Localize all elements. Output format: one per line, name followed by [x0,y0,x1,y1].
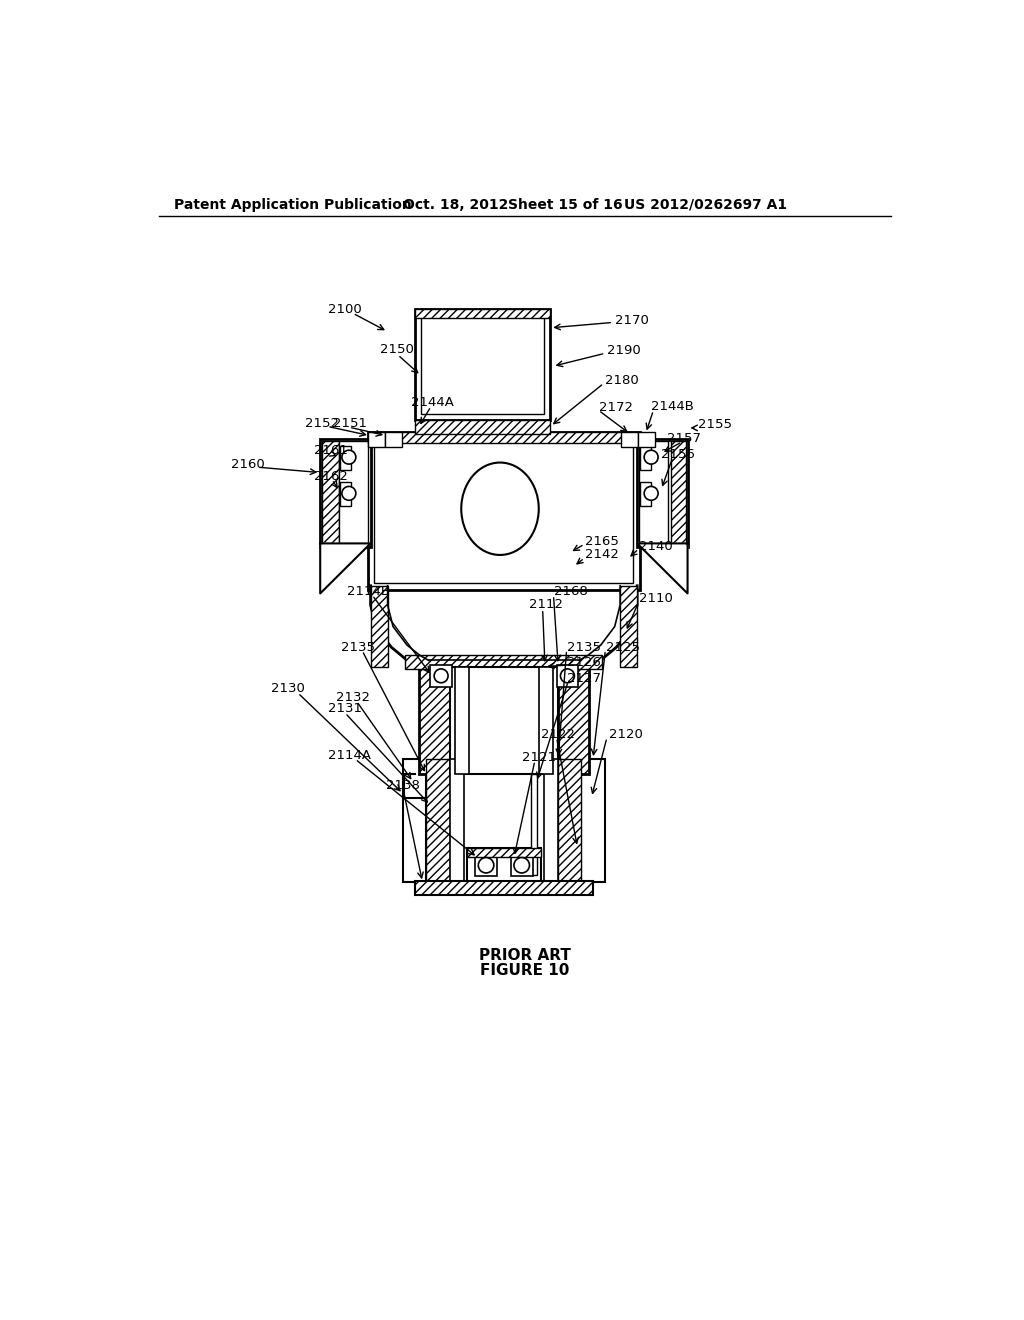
Bar [582,759,604,882]
Text: 2144A: 2144A [411,396,454,409]
Bar [403,759,426,882]
Bar [340,482,351,507]
Bar [455,667,469,775]
Bar [539,667,553,775]
Bar [406,655,602,669]
Bar [369,432,640,444]
Text: FIGURE 10: FIGURE 10 [480,964,569,978]
Text: 2151: 2151 [333,417,367,430]
Text: 2155: 2155 [697,418,731,432]
Bar [621,586,637,667]
Bar [450,759,464,882]
Ellipse shape [461,462,539,554]
Bar [322,441,339,545]
Circle shape [644,487,658,500]
Text: 2168: 2168 [554,585,588,598]
Text: 2180: 2180 [605,374,639,387]
Bar [340,446,351,470]
Bar [557,665,579,686]
Bar [375,438,633,583]
Text: 2100: 2100 [328,302,361,315]
Text: 2120: 2120 [608,727,642,741]
Text: 2114A: 2114A [328,750,371,763]
Text: 2130: 2130 [271,681,305,694]
Text: 2135: 2135 [567,640,601,653]
Text: 2152: 2152 [305,417,340,430]
Bar [639,441,669,545]
Text: 2160: 2160 [231,458,265,471]
Bar [430,665,452,686]
Bar [638,432,655,447]
Text: Patent Application Publication: Patent Application Publication [174,198,413,211]
Bar [385,432,402,447]
Bar [475,854,497,876]
Text: 2127: 2127 [567,672,601,685]
Text: Sheet 15 of 16: Sheet 15 of 16 [508,198,623,211]
Bar [467,847,541,882]
Bar [415,309,550,420]
Circle shape [434,669,449,682]
Bar [421,314,544,414]
Bar [467,847,541,857]
Bar [637,440,687,548]
Circle shape [342,450,356,465]
Text: 2112: 2112 [529,598,563,611]
Circle shape [514,858,529,873]
Circle shape [644,450,658,465]
Text: 2110: 2110 [640,593,674,606]
Text: US 2012/0262697 A1: US 2012/0262697 A1 [624,198,787,211]
Bar [369,432,385,447]
Bar [369,432,640,590]
Bar [450,667,558,775]
Polygon shape [321,544,371,594]
Bar [640,446,651,470]
Bar [415,420,550,434]
Text: 2135: 2135 [341,640,375,653]
Text: 2165: 2165 [586,536,620,548]
Text: 2125: 2125 [606,640,640,653]
Bar [621,432,638,447]
Text: 2121: 2121 [521,751,556,764]
Bar [531,775,538,874]
Bar [671,441,686,545]
Polygon shape [371,586,637,667]
Text: 2170: 2170 [614,314,648,326]
Text: 2138: 2138 [386,779,420,792]
Polygon shape [637,544,687,594]
Bar [415,309,550,318]
Text: 2142: 2142 [586,548,620,561]
Text: 2157: 2157 [668,432,701,445]
Text: 2150: 2150 [380,343,414,356]
Text: 2122: 2122 [541,727,575,741]
Text: 2162: 2162 [314,470,348,483]
Bar [371,586,388,667]
Text: 2126: 2126 [567,656,601,669]
Text: PRIOR ART: PRIOR ART [479,948,570,962]
Text: 2190: 2190 [607,343,641,356]
Bar [419,667,450,775]
Bar [426,759,450,882]
Bar [544,759,558,882]
Bar [415,880,593,895]
Text: 2140: 2140 [640,540,673,553]
Bar [558,667,589,775]
Text: 2132: 2132 [336,690,370,704]
Text: 2114B: 2114B [347,585,390,598]
Bar [558,759,582,882]
Bar [321,440,371,548]
Text: 2144B: 2144B [651,400,694,413]
Text: 2156: 2156 [662,447,695,461]
Bar [511,854,532,876]
Circle shape [560,669,574,682]
Bar [640,482,651,507]
Circle shape [478,858,494,873]
Text: 2172: 2172 [599,400,633,413]
Text: 2161: 2161 [314,445,348,458]
Bar [339,441,369,545]
Circle shape [342,487,356,500]
Text: 2131: 2131 [328,702,361,715]
Text: Oct. 18, 2012: Oct. 18, 2012 [403,198,509,211]
